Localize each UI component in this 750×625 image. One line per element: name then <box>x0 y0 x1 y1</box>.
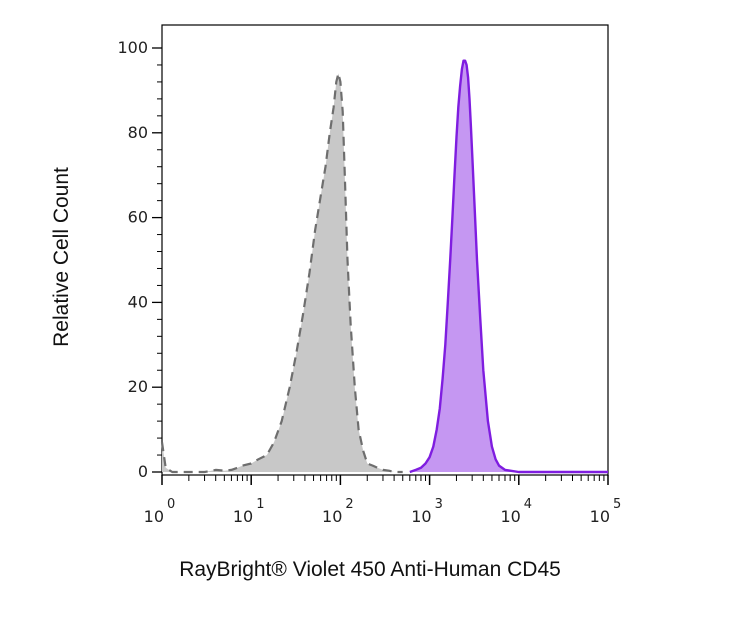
x-tick-label-base: 10 <box>411 507 431 526</box>
x-tick-label-base: 10 <box>144 507 164 526</box>
x-tick-label-exponent: 1 <box>256 497 264 512</box>
x-tick-label-exponent: 3 <box>435 497 443 512</box>
x-tick-label-exponent: 4 <box>524 497 532 512</box>
y-axis: 0 20 40 60 80 100 <box>117 38 162 481</box>
x-tick-label-exponent: 5 <box>613 497 621 512</box>
y-tick-label: 0 <box>138 462 148 481</box>
x-tick-label-base: 10 <box>500 507 520 526</box>
series-stained-line <box>409 59 608 474</box>
y-tick-label: 20 <box>128 377 148 396</box>
plot-frame <box>161 24 609 476</box>
y-tick-label: 60 <box>128 208 148 227</box>
x-tick-label-base: 10 <box>233 507 253 526</box>
series-control-fill <box>162 73 403 473</box>
series-stained-fill <box>409 60 608 472</box>
x-tick-label-exponent: 0 <box>167 497 175 512</box>
y-axis-title: Relative Cell Count <box>50 167 73 347</box>
x-tick-label-base: 10 <box>322 507 342 526</box>
y-tick-label: 80 <box>128 123 148 142</box>
x-tick-label-base: 10 <box>590 507 610 526</box>
plot-border <box>161 24 609 476</box>
y-tick-label: 40 <box>128 292 148 311</box>
x-tick-label-exponent: 2 <box>345 497 353 512</box>
y-tick-label: 100 <box>117 38 148 57</box>
series-layer <box>160 59 608 474</box>
series-control-line <box>160 72 403 474</box>
x-axis-title: RayBright® Violet 450 Anti-Human CD45 <box>179 558 561 581</box>
